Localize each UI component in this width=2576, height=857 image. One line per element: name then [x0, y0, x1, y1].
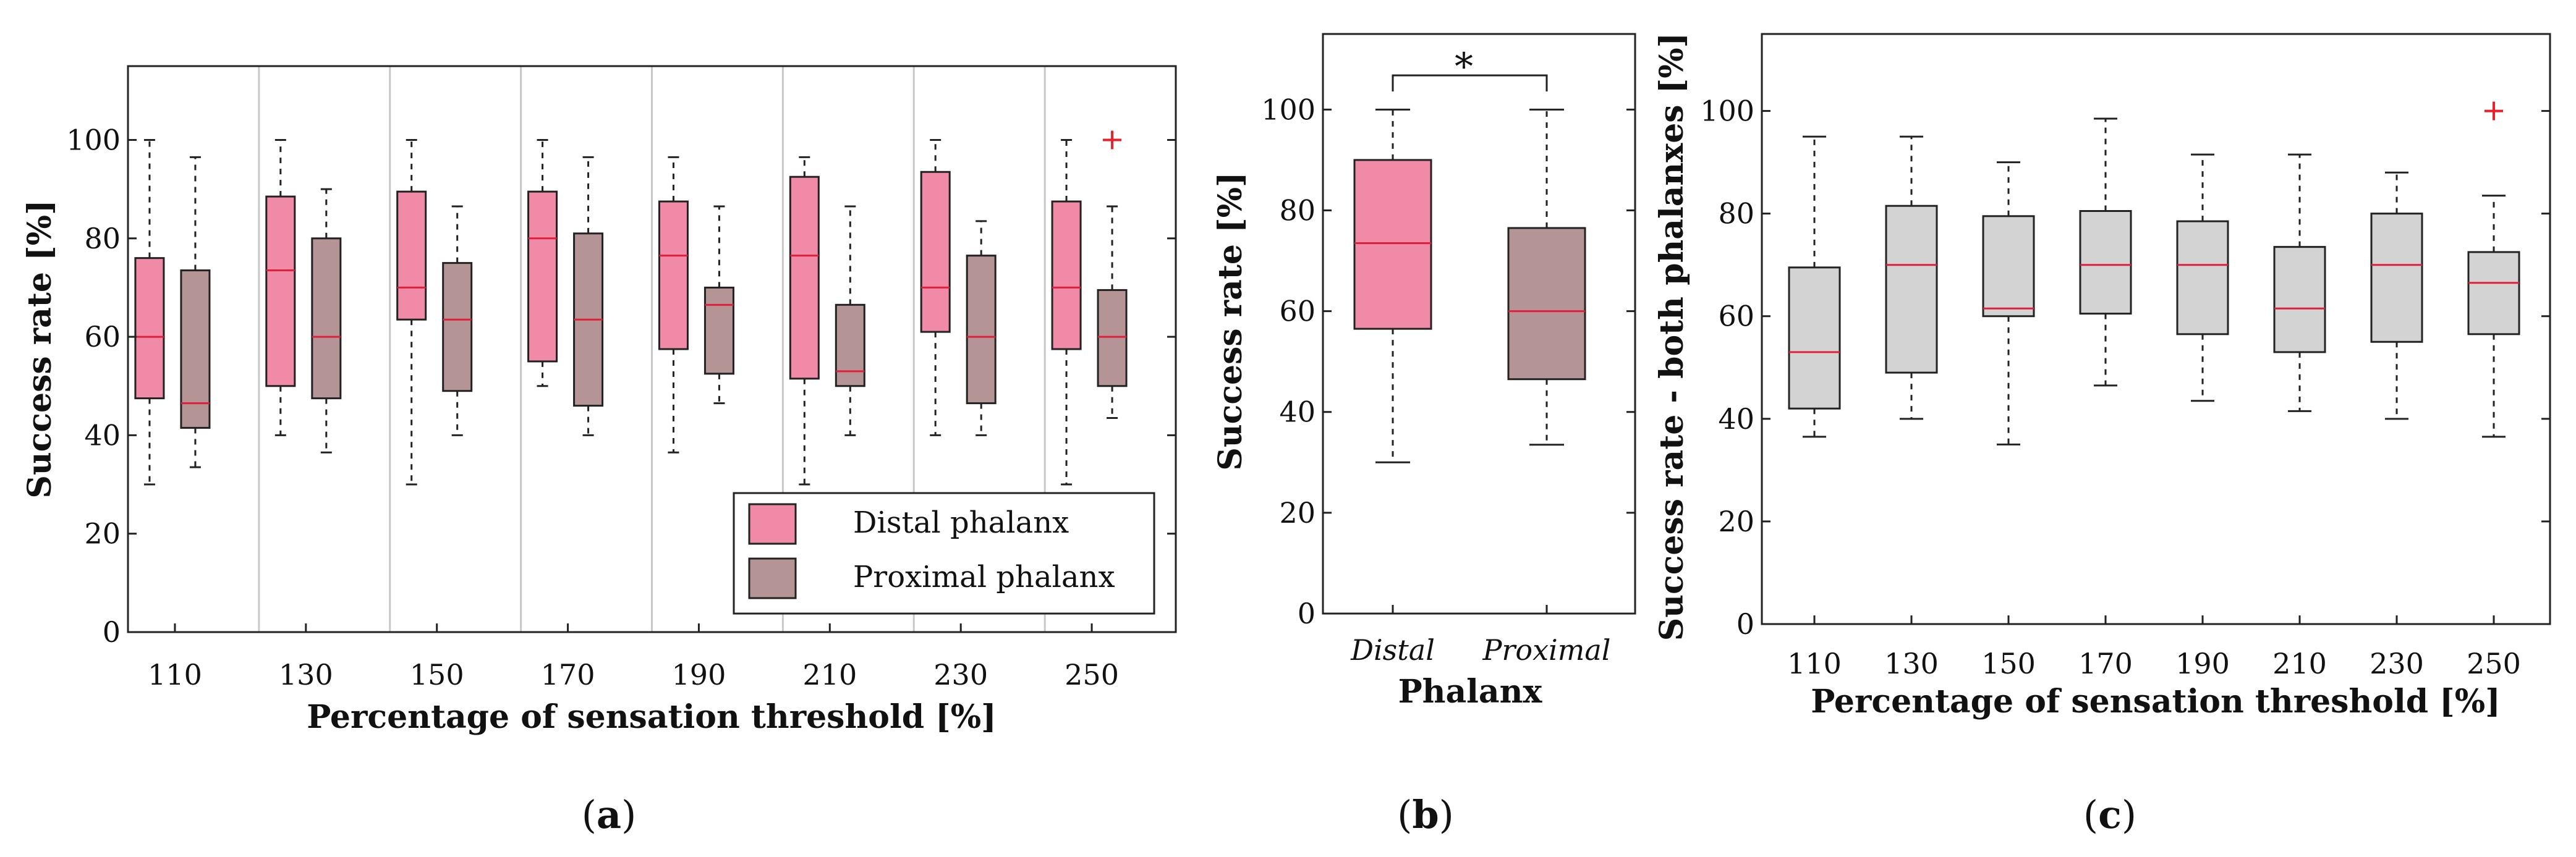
panel-c-ylabel: Success rate - both phalanxes [%]: [1653, 33, 1691, 641]
box-distal-250-box: [1051, 200, 1082, 350]
panel-a-xtick-label: 250: [1065, 658, 1119, 691]
box-both-230-box: [2370, 213, 2423, 343]
panel-a-xtick-label: 130: [279, 658, 333, 691]
panel-c-xtick-label: 170: [2078, 647, 2133, 680]
box-proximal-150-box: [442, 262, 473, 392]
panel-b-ticks: Distal Proximal 0 20 40 60 80 100: [1261, 93, 1635, 667]
panel-a-ylabel: Success rate [%]: [21, 200, 59, 498]
panel-b-ytick-label: 0: [1298, 597, 1316, 630]
panel-a-xtick-label: 110: [148, 658, 202, 691]
panel-c-xtick-label: 190: [2175, 647, 2230, 680]
panel-a-ytick-label: 60: [84, 320, 121, 353]
panel-a-legend: Distal phalanx Proximal phalanx: [733, 492, 1155, 615]
panel-c: 110 130 150 170 190 210 230 250 0 20 40 60 80 100 Per…: [1653, 33, 2551, 720]
panel-c-marks: [1788, 101, 2520, 445]
box-distal-110-box: [134, 257, 165, 400]
caption-c-letter: c: [2098, 792, 2122, 837]
box-proximal-box: [1507, 227, 1586, 381]
box-both-110-box: [1788, 266, 1841, 410]
panel-b-ytick-label: 20: [1279, 496, 1316, 530]
panel-c-xtick-label: 110: [1787, 647, 1842, 680]
panel-c-ticks: 110 130 150 170 190 210 230 250 0 20 40 60 80 100: [1700, 95, 2550, 680]
panel-a-xlabel: Percentage of sensation threshold [%]: [307, 698, 997, 736]
panel-a-axes-frame: [127, 65, 1177, 633]
panel-c-axes-frame: [1761, 33, 2551, 625]
box-both-150-box: [1982, 215, 2035, 318]
significance-bracket: *: [1392, 45, 1548, 91]
panel-a: 110 130 150 170 190 210 230 250 0 20 40 60 80 100 Dis…: [21, 65, 1177, 736]
panel-b-ytick-label: 100: [1261, 93, 1316, 126]
panel-a-ytick-label: 80: [84, 222, 121, 255]
box-distal-170-box: [527, 190, 558, 363]
panel-c-ytick-label: 40: [1718, 402, 1754, 436]
panel-b-ytick-label: 80: [1279, 193, 1316, 227]
caption-a-letter: a: [597, 792, 621, 837]
panel-a-ytick-label: 40: [84, 418, 121, 452]
panel-c-xtick-label: 150: [1981, 647, 2036, 680]
panel-b-ylabel: Success rate [%]: [1212, 172, 1249, 470]
panel-b-xlabel: Phalanx: [1398, 673, 1543, 711]
box-both-170-box: [2079, 210, 2132, 315]
panel-b-ytick-label: 60: [1279, 295, 1316, 328]
box-proximal-130-box: [311, 237, 342, 400]
panel-c-xtick-label: 210: [2272, 647, 2327, 680]
legend-swatch-proximal: [748, 557, 797, 599]
box-proximal-230-box: [966, 255, 997, 405]
caption-c: (c): [2083, 792, 2136, 837]
panel-a-marks: [134, 66, 1128, 632]
box-distal-130-box: [265, 195, 296, 387]
box-proximal-210-box: [835, 303, 865, 387]
legend-swatch-distal: [748, 503, 797, 545]
panel-a-ytick-label: 100: [66, 123, 121, 156]
box-proximal-110-box: [180, 269, 211, 429]
panel-a-xtick-label: 230: [933, 658, 988, 691]
box-distal-230-box: [920, 171, 951, 333]
box-distal-190-box: [658, 200, 689, 350]
box-distal-150-box: [396, 190, 427, 321]
panel-a-ticks: 110 130 150 170 190 210 230 250 0 20 40 60 80 100: [66, 123, 1176, 691]
panel-c-xlabel: Percentage of sensation threshold [%]: [1811, 683, 2501, 720]
significance-line: [1392, 74, 1548, 91]
panel-c-ytick-label: 80: [1718, 197, 1754, 230]
panel-c-xtick-label: 250: [2467, 647, 2521, 680]
panel-b-ytick-label: 40: [1279, 395, 1316, 429]
panel-a-ytick-label: 0: [103, 615, 121, 649]
box-proximal-190-box: [704, 286, 734, 375]
panel-c-ytick-label: 100: [1700, 95, 1754, 128]
box-both-210-box: [2273, 246, 2326, 353]
panel-a-xtick-label: 170: [541, 658, 595, 691]
panel-c-xtick-label: 130: [1884, 647, 1939, 680]
caption-a: (a): [582, 792, 637, 837]
box-both-250-box: [2467, 251, 2520, 336]
panel-b-xtick-label: Distal: [1350, 633, 1435, 667]
panel-c-ytick-label: 60: [1718, 300, 1754, 333]
box-both-130-box: [1885, 205, 1938, 374]
panel-b: Distal Proximal 0 20 40 60 80 100 * Phalanx Suc…: [1212, 33, 1636, 711]
panel-b-axes-frame: [1322, 33, 1636, 615]
box-distal-210-box: [789, 175, 820, 380]
legend-box: [733, 492, 1155, 615]
legend-label-proximal: Proximal phalanx: [853, 560, 1115, 594]
panel-a-xtick-label: 190: [672, 658, 726, 691]
panel-a-xtick-label: 210: [802, 658, 857, 691]
box-distal-box: [1353, 159, 1432, 330]
panel-c-ytick-label: 0: [1736, 607, 1754, 641]
caption-b-letter: b: [1412, 792, 1439, 837]
box-proximal-250-box: [1097, 289, 1128, 387]
caption-b: (b): [1397, 792, 1454, 837]
panel-a-xtick-label: 150: [410, 658, 464, 691]
panel-c-ytick-label: 20: [1718, 505, 1754, 538]
significance-marker: *: [1455, 45, 1473, 88]
panel-c-xtick-label: 230: [2370, 647, 2424, 680]
panel-b-xtick-label: Proximal: [1482, 633, 1610, 667]
panel-b-marks: [1353, 108, 1586, 463]
box-both-190-box: [2176, 220, 2229, 336]
panel-a-ytick-label: 20: [84, 517, 121, 551]
legend-label-distal: Distal phalanx: [853, 505, 1069, 540]
